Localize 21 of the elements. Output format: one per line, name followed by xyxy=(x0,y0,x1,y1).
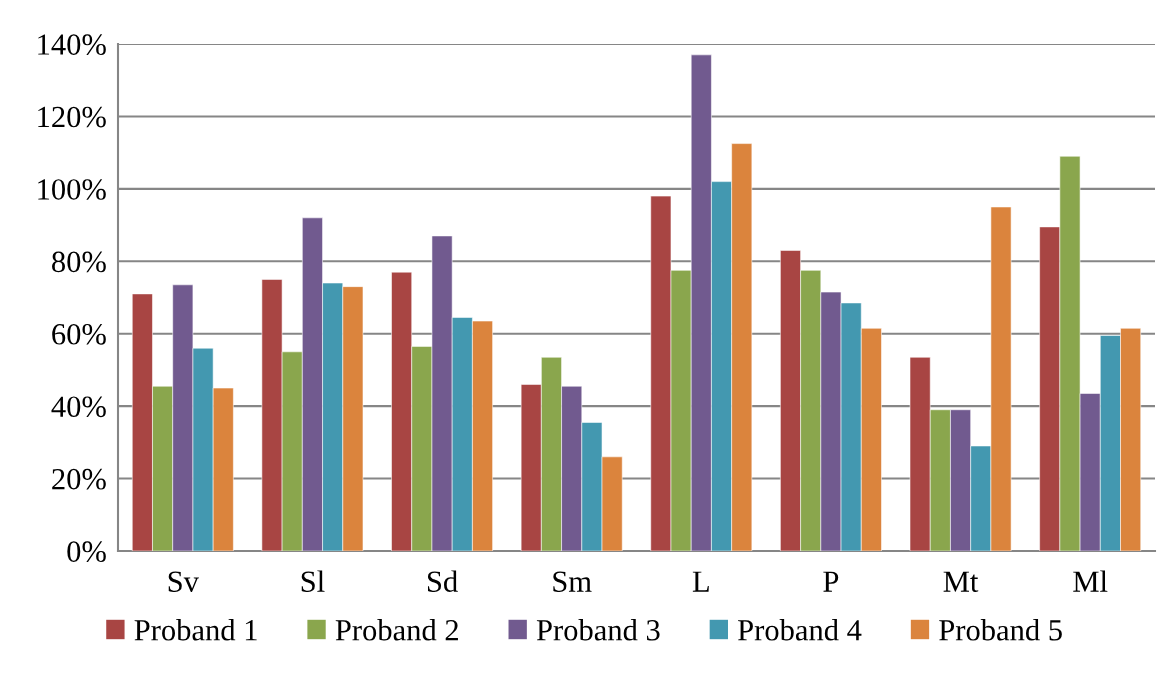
x-tick-label: Sd xyxy=(427,570,458,592)
y-tick-label: 80% xyxy=(52,251,106,273)
y-tick-label: 40% xyxy=(51,396,106,418)
y-tick-label: 0% xyxy=(67,541,106,562)
y-tick-label: 140% xyxy=(38,34,106,55)
x-tick-label: Sl xyxy=(301,570,325,592)
x-tick-label: L xyxy=(692,571,709,592)
y-tick-label: 100% xyxy=(38,179,106,200)
legend-label: Proband 1 xyxy=(134,619,257,641)
x-tick-label: Ml xyxy=(1073,570,1108,592)
x-tick-label: Sm xyxy=(553,571,592,592)
x-tick-label: P xyxy=(823,571,839,592)
y-tick-label: 20% xyxy=(52,468,106,490)
x-tick-label: Mt xyxy=(943,571,979,592)
y-tick-label: 60% xyxy=(52,324,106,345)
x-tick-label: Sv xyxy=(168,571,199,592)
legend-label: Proband 4 xyxy=(738,619,862,641)
legend-label: Proband 3 xyxy=(536,619,660,641)
legend-label: Proband 2 xyxy=(335,619,458,641)
y-tick-label: 120% xyxy=(38,106,106,128)
legend-label: Proband 5 xyxy=(939,619,1062,641)
